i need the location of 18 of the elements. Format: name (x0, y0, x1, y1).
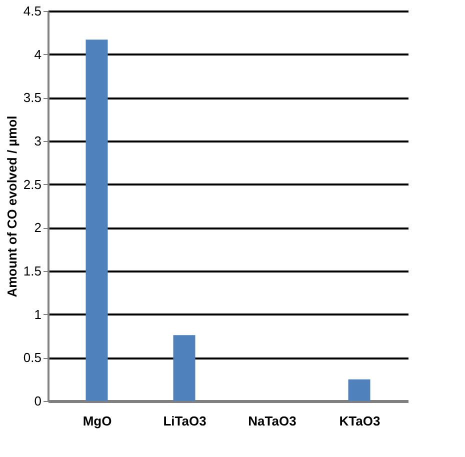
y-tick-label: 2.5 (23, 176, 42, 192)
bar (173, 335, 196, 401)
y-tick-label: 3 (34, 134, 42, 148)
y-tick-label: 0.5 (23, 350, 42, 366)
y-tick-label: 0 (34, 394, 42, 408)
y-tick-label: 2 (34, 220, 42, 236)
y-tick-label: 3.5 (23, 90, 42, 106)
y-tick-label: 1 (34, 306, 42, 322)
y-tick-label: 4 (34, 46, 42, 62)
x-tick-label: LiTaO3 (163, 414, 206, 428)
y-tick-label: 4.5 (23, 4, 42, 18)
x-tick-label: NaTaO3 (248, 414, 296, 428)
bar (348, 379, 370, 401)
y-axis-title: Amount of CO evolved / µmol (4, 116, 20, 298)
x-tick-label: KTaO3 (339, 414, 380, 428)
x-tick-label: MgO (82, 414, 112, 428)
bar (86, 40, 108, 401)
y-tick-label: 1.5 (23, 264, 42, 278)
